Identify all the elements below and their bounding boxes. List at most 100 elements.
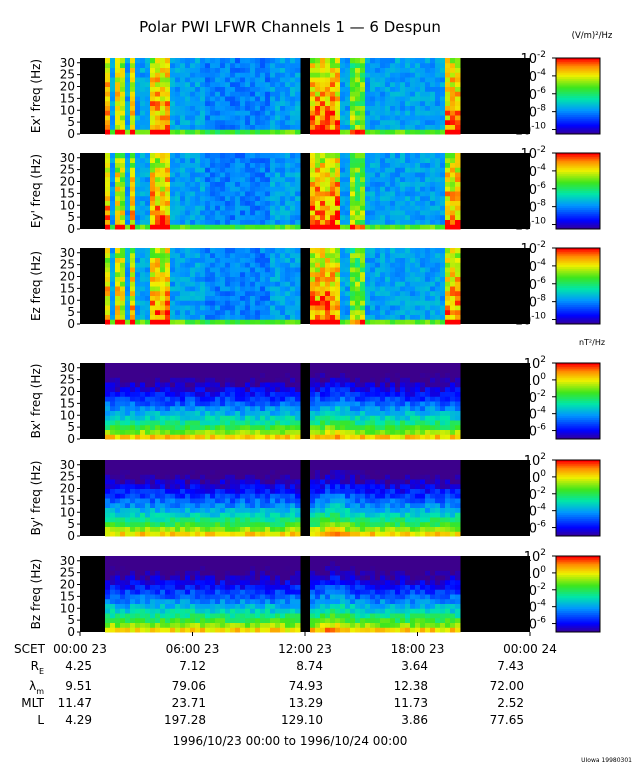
heatmap-cell <box>265 276 271 282</box>
heatmap-cell <box>355 429 361 435</box>
heatmap-cell <box>435 124 441 130</box>
heatmap-cell <box>275 286 281 292</box>
heatmap-cell <box>145 314 151 320</box>
heatmap-cell <box>340 105 346 111</box>
heatmap-cell <box>105 319 111 325</box>
heatmap-cell <box>265 372 271 378</box>
heatmap-cell <box>180 262 186 268</box>
heatmap-cell <box>445 77 451 83</box>
heatmap-cell <box>430 386 436 392</box>
heatmap-cell <box>410 58 416 64</box>
heatmap-cell <box>310 382 316 388</box>
heatmap-cell <box>270 167 276 173</box>
heatmap-cell <box>400 186 406 192</box>
heatmap-cell <box>290 314 296 320</box>
heatmap-cell <box>225 153 231 159</box>
heatmap-cell <box>225 424 231 430</box>
heatmap-cell <box>450 267 456 273</box>
heatmap-cell <box>145 210 151 216</box>
heatmap-cell <box>205 100 211 106</box>
heatmap-cell <box>435 205 441 211</box>
heatmap-cell <box>360 415 366 421</box>
heatmap-cell <box>150 67 156 73</box>
heatmap-cell <box>225 262 231 268</box>
heatmap-cell <box>115 420 121 426</box>
heatmap-cell <box>280 124 286 130</box>
heatmap-cell <box>180 110 186 116</box>
heatmap-cell <box>165 162 171 168</box>
heatmap-cell <box>125 100 131 106</box>
heatmap-cell <box>355 281 361 287</box>
heatmap-cell <box>360 186 366 192</box>
heatmap-cell <box>360 248 366 254</box>
heatmap-cell <box>215 115 221 121</box>
heatmap-cell <box>315 157 321 163</box>
heatmap-cell <box>325 181 331 187</box>
heatmap-cell <box>320 181 326 187</box>
heatmap-cell <box>115 396 121 402</box>
heatmap-cell <box>455 157 461 163</box>
heatmap-cell <box>110 124 116 130</box>
heatmap-cell <box>205 58 211 64</box>
heatmap-cell <box>240 195 246 201</box>
heatmap-cell <box>155 195 161 201</box>
heatmap-cell <box>370 410 376 416</box>
heatmap-cell <box>250 290 256 296</box>
heatmap-cell <box>375 81 381 87</box>
heatmap-cell <box>285 290 291 296</box>
heatmap-cell <box>215 58 221 64</box>
colorbar: 10-210-410-610-810-10 <box>515 145 601 234</box>
heatmap-cell <box>290 186 296 192</box>
heatmap-cell <box>180 434 186 440</box>
heatmap-cell <box>235 210 241 216</box>
heatmap-cell <box>345 367 351 373</box>
heatmap-cell <box>285 191 291 197</box>
heatmap-cell <box>145 67 151 73</box>
heatmap-cell <box>295 300 301 306</box>
heatmap-cell <box>260 295 266 301</box>
heatmap-cell <box>310 314 316 320</box>
heatmap-cell <box>110 469 116 475</box>
heatmap-cell <box>150 526 156 532</box>
heatmap-cell <box>105 493 111 499</box>
heatmap-cell <box>125 200 131 206</box>
heatmap-cell <box>435 271 441 277</box>
heatmap-cell <box>445 186 451 192</box>
heatmap-cell <box>345 176 351 182</box>
heatmap-cell <box>240 129 246 135</box>
heatmap-cell <box>415 62 421 68</box>
heatmap-cell <box>345 309 351 315</box>
heatmap-cell <box>150 86 156 92</box>
heatmap-cell <box>185 91 191 97</box>
heatmap-cell <box>120 186 126 192</box>
heatmap-cell <box>185 267 191 273</box>
heatmap-cell <box>375 276 381 282</box>
heatmap-cell <box>295 224 301 230</box>
heatmap-cell <box>140 276 146 282</box>
heatmap-cell <box>155 210 161 216</box>
heatmap-cell <box>445 124 451 130</box>
heatmap-cell <box>315 172 321 178</box>
heatmap-cell <box>115 153 121 159</box>
heatmap-cell <box>195 248 201 254</box>
heatmap-cell <box>185 286 191 292</box>
heatmap-cell <box>185 72 191 78</box>
heatmap-cell <box>130 281 136 287</box>
heatmap-cell <box>255 372 261 378</box>
heatmap-cell <box>180 410 186 416</box>
heatmap-cell <box>270 429 276 435</box>
heatmap-cell <box>350 267 356 273</box>
heatmap-cell <box>200 96 206 102</box>
heatmap-cell <box>340 363 346 369</box>
heatmap-cell <box>365 62 371 68</box>
heatmap-cell <box>250 319 256 325</box>
heatmap-cell <box>310 286 316 292</box>
heatmap-cell <box>370 257 376 263</box>
heatmap-cell <box>380 119 386 125</box>
heatmap-cell <box>220 415 226 421</box>
heatmap-cell <box>280 391 286 397</box>
heatmap-cell <box>345 91 351 97</box>
heatmap-cell <box>275 410 281 416</box>
heatmap-cell <box>185 62 191 68</box>
heatmap-cell <box>200 153 206 159</box>
